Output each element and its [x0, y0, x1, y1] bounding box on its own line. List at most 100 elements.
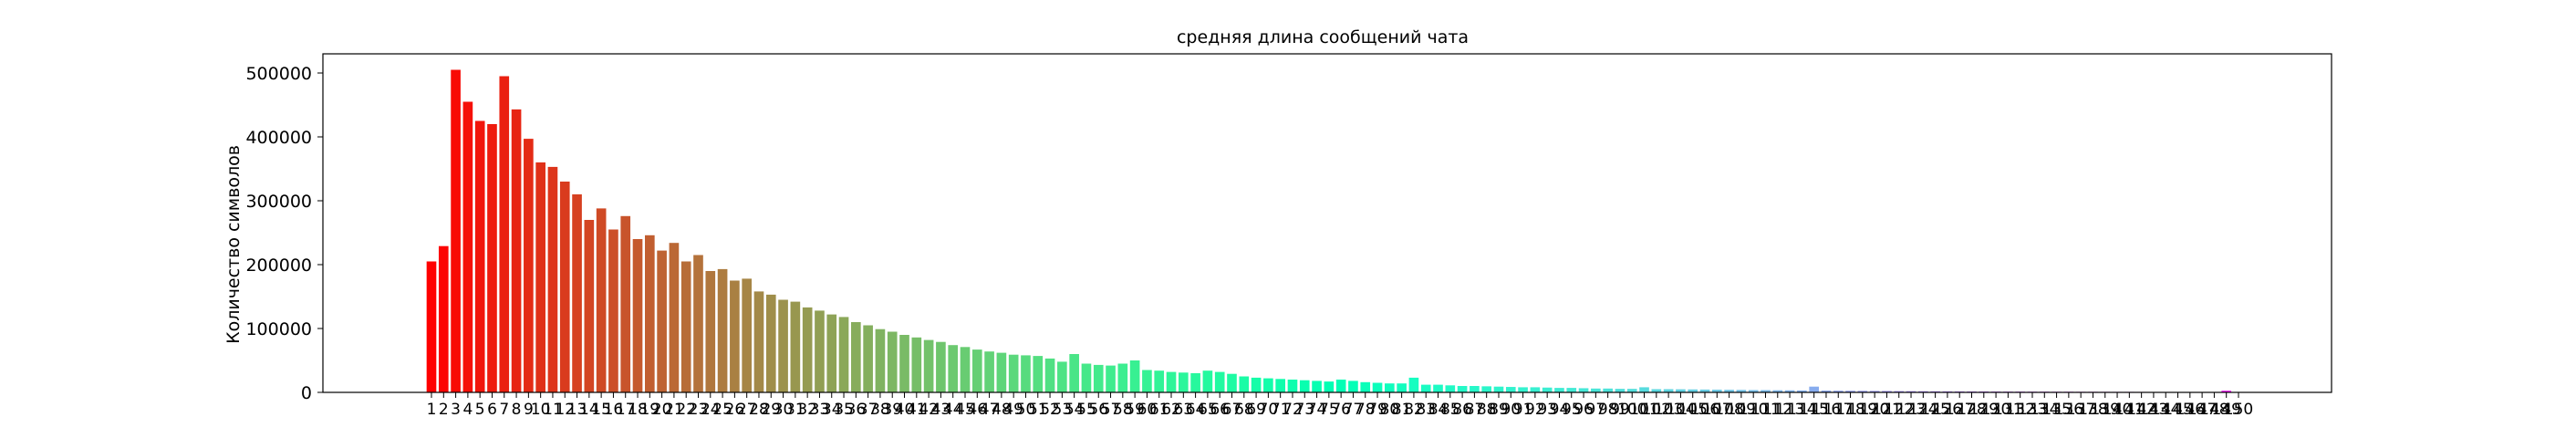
bar-39 [887, 331, 898, 392]
x-axis: 1 2 3 4 5 6 7 8 91011121314151617181920212223242… [427, 392, 2253, 419]
bar-115 [1809, 386, 1819, 392]
bar-17 [620, 215, 631, 392]
x-tick-label: 136 [2054, 401, 2083, 419]
x-tick-label: 100 [1617, 401, 1646, 419]
x-tick-label: 140 [2103, 401, 2132, 419]
bar-35 [838, 317, 849, 392]
bar-102 [1651, 389, 1662, 392]
x-tick-label: 97 [1586, 401, 1606, 419]
x-tick-label: 85 [1440, 401, 1460, 419]
bar-12 [559, 182, 570, 392]
x-tick-label: 25 [712, 401, 732, 419]
x-tick-label: 103 [1654, 401, 1683, 419]
plot-frame [322, 53, 2332, 393]
x-tick-label: 32 [797, 401, 817, 419]
bar-57 [1106, 365, 1116, 392]
x-tick-label: 86 [1452, 401, 1472, 419]
x-tick-label: 21 [664, 401, 684, 419]
x-tick-label: 124 [1908, 401, 1937, 419]
bar-65 [1202, 370, 1213, 392]
x-tick-label: 5 [475, 401, 485, 419]
x-tick-label: 110 [1739, 401, 1768, 419]
x-tick-label: 118 [1835, 401, 1864, 419]
x-tick-label: 115 [1799, 401, 1828, 419]
x-tick-label: 90 [1501, 401, 1521, 419]
x-tick-label: 88 [1477, 401, 1497, 419]
bar-30 [778, 299, 788, 392]
x-tick-label: 69 [1246, 401, 1266, 419]
x-tick-label: 80 [1380, 401, 1400, 419]
x-tick-label: 146 [2176, 401, 2205, 419]
x-tick-label: 48 [992, 401, 1012, 419]
x-tick-label: 27 [737, 401, 757, 419]
x-tick-label: 84 [1428, 401, 1449, 419]
x-tick-label: 54 [1065, 401, 1085, 419]
x-tick-label: 92 [1525, 401, 1545, 419]
bar-71 [1275, 379, 1285, 392]
x-tick-label: 43 [931, 401, 951, 419]
x-tick-label: 81 [1392, 401, 1412, 419]
bar-38 [875, 328, 886, 392]
x-tick-label: 133 [2018, 401, 2047, 419]
x-tick-label: 104 [1666, 401, 1695, 419]
x-tick-label: 6 [487, 401, 497, 419]
bar-37 [863, 325, 873, 392]
x-tick-label: 143 [2139, 401, 2168, 419]
bar-104 [1676, 389, 1686, 392]
x-tick-label: 60 [1137, 401, 1158, 419]
bar-50 [1021, 355, 1031, 392]
bar-22 [680, 261, 691, 392]
x-tick-label: 91 [1513, 401, 1533, 419]
x-tick-label: 18 [628, 401, 648, 419]
bar-118 [1845, 391, 1855, 392]
bar-81 [1397, 383, 1407, 392]
x-tick-label: 26 [725, 401, 745, 419]
x-tick-label: 101 [1629, 401, 1658, 419]
x-tick-label: 36 [847, 401, 867, 419]
bar-36 [851, 322, 861, 392]
x-tick-label: 142 [2126, 401, 2155, 419]
bar-72 [1287, 380, 1298, 392]
x-tick-label: 75 [1319, 401, 1339, 419]
bar-11 [547, 166, 558, 392]
x-tick-label: 33 [810, 401, 830, 419]
x-tick-label: 83 [1416, 401, 1436, 419]
bar-88 [1481, 386, 1492, 392]
y-axis-label: Количество символов [223, 145, 244, 344]
x-tick-label: 31 [785, 401, 805, 419]
x-tick-label: 41 [907, 401, 927, 419]
bar-96 [1578, 388, 1589, 392]
bar-21 [669, 243, 680, 392]
bar-41 [911, 337, 922, 392]
bar-100 [1626, 389, 1637, 392]
bar-123 [1906, 391, 1916, 392]
x-tick-label: 127 [1945, 401, 1974, 419]
x-tick-label: 134 [2030, 401, 2059, 419]
bar-56 [1093, 364, 1104, 392]
bar-90 [1505, 387, 1516, 392]
bar-34 [826, 314, 837, 392]
x-tick-label: 112 [1763, 401, 1792, 419]
x-tick-label: 9 [524, 401, 534, 419]
x-tick-label: 135 [2041, 401, 2071, 419]
bar-58 [1117, 363, 1128, 392]
bar-46 [971, 349, 982, 392]
bar-5 [474, 120, 485, 392]
x-tick-label: 30 [774, 401, 794, 419]
x-tick-label: 150 [2224, 401, 2253, 419]
y-axis: 0 100000 200000 300000 400000 500000 [245, 64, 323, 403]
bar-54 [1069, 354, 1079, 392]
x-tick-label: 19 [639, 401, 660, 419]
x-tick-label: 45 [955, 401, 975, 419]
bar-14 [584, 220, 595, 392]
bar-89 [1493, 386, 1504, 392]
x-tick-label: 37 [858, 401, 878, 419]
bar-66 [1214, 371, 1225, 392]
bar-53 [1057, 361, 1067, 392]
chart-title: средняя длина сообщений чата [1177, 27, 1469, 47]
bar-64 [1190, 373, 1200, 392]
bar-10 [535, 162, 545, 392]
x-tick-label: 59 [1125, 401, 1145, 419]
bar-124 [1918, 391, 1928, 392]
bar-108 [1724, 390, 1734, 392]
